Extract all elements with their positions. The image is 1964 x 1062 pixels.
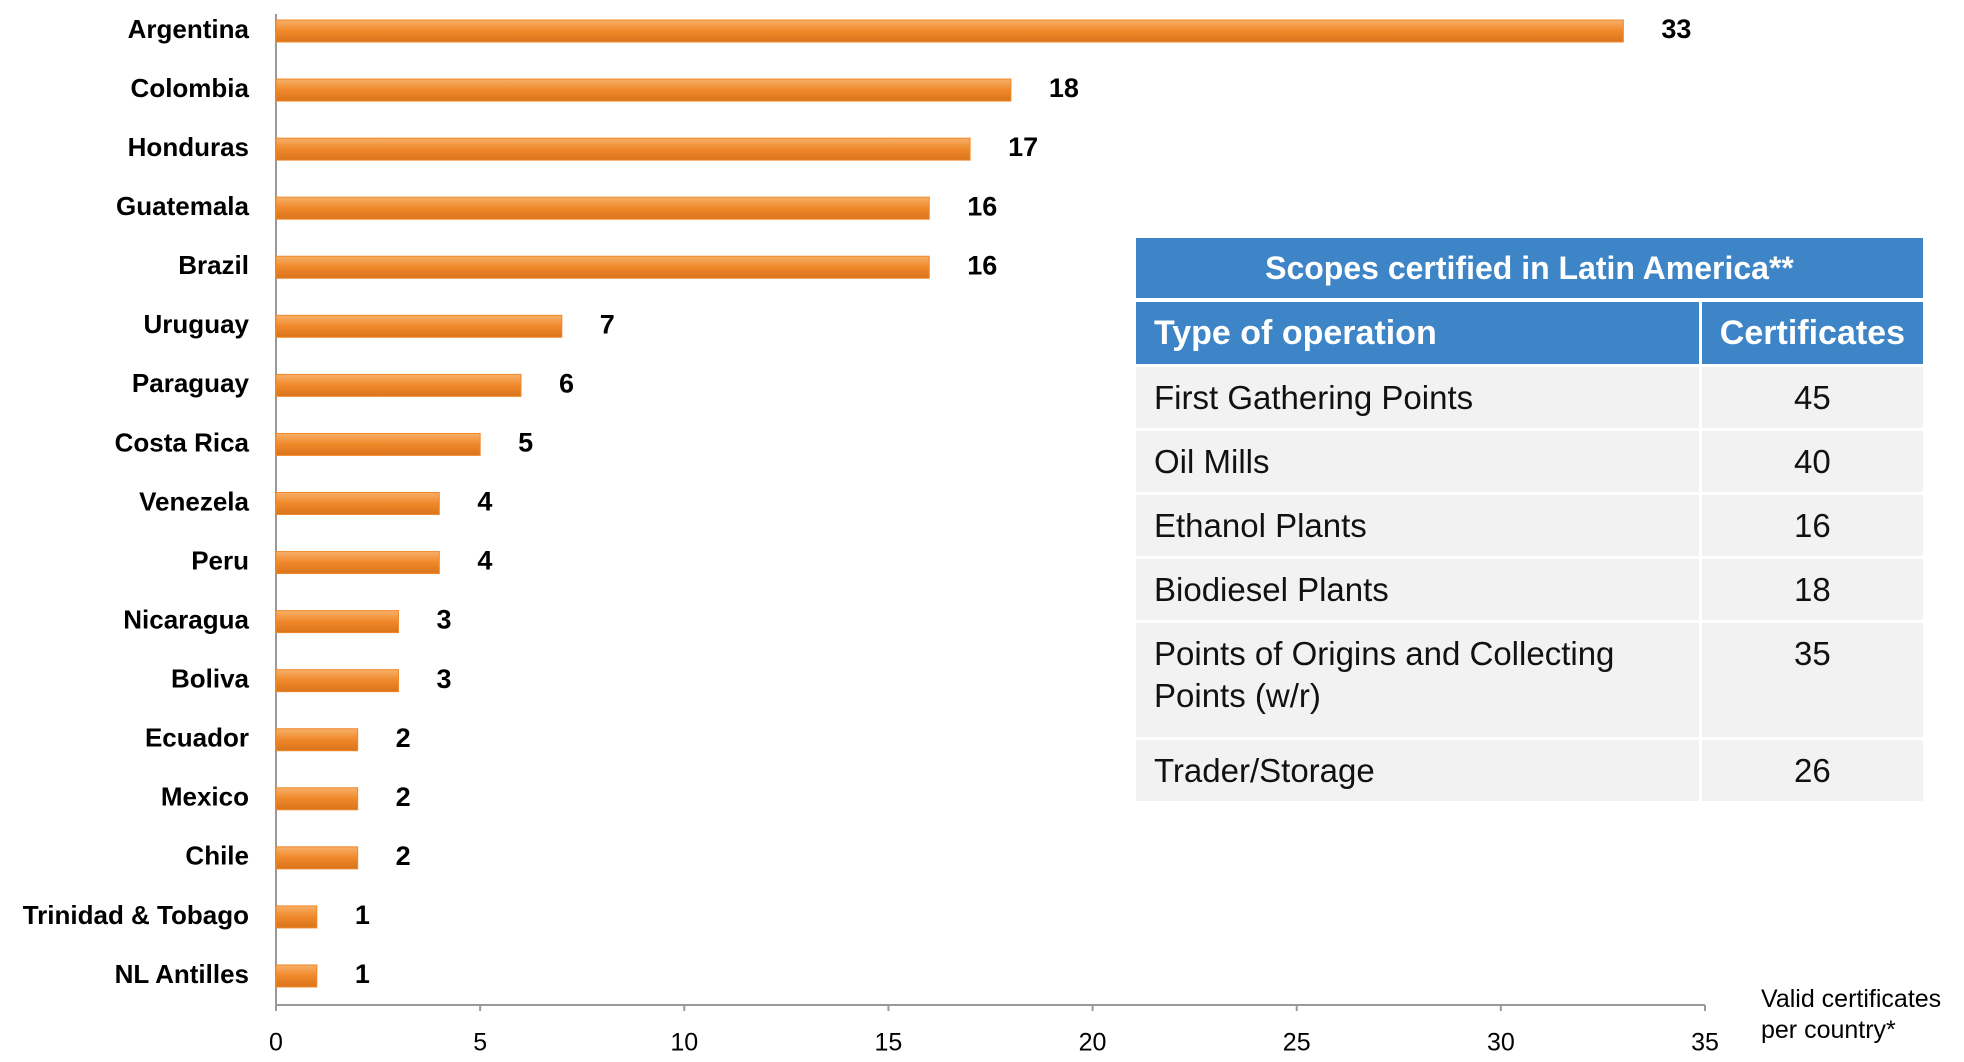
table-row: Points of Origins and Collecting Points …: [1136, 620, 1923, 737]
x-tick-label: 20: [1079, 1029, 1107, 1057]
value-label: 33: [1661, 14, 1691, 44]
y-tick-label: Boliva: [171, 664, 250, 694]
value-label: 1: [355, 900, 370, 930]
table-row: Oil Mills 40: [1136, 428, 1923, 492]
value-label: 3: [436, 664, 451, 694]
value-label: 1: [355, 959, 370, 989]
x-tick-label: 35: [1691, 1029, 1719, 1057]
y-tick-label: Nicaragua: [123, 604, 249, 634]
value-label: 17: [1008, 132, 1038, 162]
y-tick-label: Trinidad & Tobago: [23, 900, 249, 930]
table-cell: 18: [1698, 556, 1923, 620]
value-label: 4: [477, 487, 492, 517]
y-tick-label: Brazil: [178, 250, 249, 280]
bar: [275, 964, 318, 988]
bar: [275, 787, 359, 811]
x-tick-label: 30: [1487, 1029, 1515, 1057]
value-label: 5: [518, 428, 533, 458]
bar: [275, 196, 930, 220]
table-cell: Points of Origins and Collecting Points …: [1136, 620, 1699, 737]
bar: [275, 905, 318, 929]
bar: [275, 551, 440, 575]
value-label: 16: [967, 191, 997, 221]
y-tick-label: Mexico: [161, 782, 249, 812]
x-tick-label: 0: [269, 1029, 283, 1057]
y-tick-label: Honduras: [128, 132, 249, 162]
value-label: 16: [967, 250, 997, 280]
table-cell: Ethanol Plants: [1136, 492, 1699, 556]
bar: [275, 728, 359, 752]
table-cell: 16: [1698, 492, 1923, 556]
value-label: 3: [436, 605, 451, 635]
y-tick-label: Guatemala: [116, 191, 249, 221]
table-title: Scopes certified in Latin America**: [1136, 238, 1923, 302]
table-cell: 35: [1698, 620, 1923, 737]
value-label: 2: [396, 841, 411, 871]
bar: [275, 19, 1624, 43]
bar: [275, 432, 481, 456]
value-label: 4: [477, 546, 492, 576]
y-tick-label: NL Antilles: [115, 959, 249, 989]
table-cell: Oil Mills: [1136, 428, 1699, 492]
bar: [275, 78, 1012, 102]
table-row: Ethanol Plants 16: [1136, 492, 1923, 556]
table-cell: Biodiesel Plants: [1136, 556, 1699, 620]
y-tick-label: Chile: [185, 841, 249, 871]
bar: [275, 314, 563, 338]
y-tick-label: Costa Rica: [115, 427, 250, 457]
table-header: Certificates: [1698, 302, 1923, 364]
table-row: Trader/Storage 26: [1136, 737, 1923, 801]
y-tick-label: Paraguay: [132, 368, 250, 398]
bar: [275, 137, 971, 161]
table-header: Type of operation: [1136, 302, 1699, 364]
value-label: 2: [396, 782, 411, 812]
table-cell: 26: [1698, 737, 1923, 801]
value-label: 6: [559, 368, 574, 398]
x-tick-label: 15: [875, 1029, 903, 1057]
bar: [275, 255, 930, 279]
table-cell: 45: [1698, 364, 1923, 428]
bar: [275, 373, 522, 397]
table-cell: 40: [1698, 428, 1923, 492]
bar: [275, 669, 399, 693]
table-cell: Trader/Storage: [1136, 737, 1699, 801]
scope-table: Scopes certified in Latin America** Type…: [1136, 238, 1923, 801]
x-tick-label: 10: [670, 1029, 698, 1057]
y-tick-label: Argentina: [128, 14, 250, 44]
x-axis-label: Valid certificates per country*: [1761, 985, 1942, 1044]
y-tick-label: Peru: [191, 545, 249, 575]
y-tick-label: Uruguay: [144, 309, 250, 339]
table-row: First Gathering Points 45: [1136, 364, 1923, 428]
bar: [275, 610, 399, 634]
y-tick-label: Colombia: [131, 73, 250, 103]
bar: [275, 846, 359, 870]
bar: [275, 491, 440, 515]
y-tick-label: Venezela: [139, 486, 249, 516]
x-tick-label: 5: [473, 1029, 487, 1057]
value-label: 7: [600, 309, 615, 339]
x-tick-label: 25: [1283, 1029, 1311, 1057]
table-cell: First Gathering Points: [1136, 364, 1699, 428]
table-row: Biodiesel Plants 18: [1136, 556, 1923, 620]
y-tick-label: Ecuador: [145, 723, 249, 753]
value-label: 2: [396, 723, 411, 753]
value-label: 18: [1049, 73, 1079, 103]
